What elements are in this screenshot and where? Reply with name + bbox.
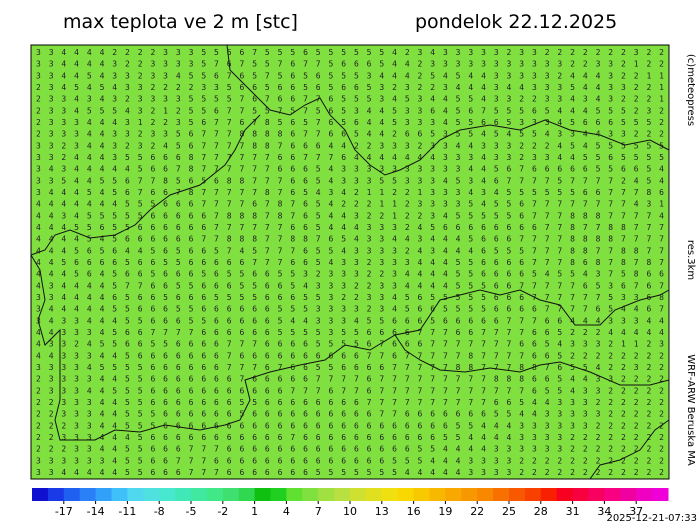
colorbar-segment	[159, 488, 176, 501]
borders	[30, 44, 670, 480]
colorbar-segment	[238, 488, 256, 501]
colorbar-segment	[509, 488, 526, 501]
colorbar-segment	[556, 488, 574, 501]
colorbar-tick-label: 37	[629, 505, 643, 518]
timestamp: 2025-12-21-07:33	[606, 513, 697, 524]
colorbar-tick-label: -17	[55, 505, 73, 518]
colorbar-tick-label: 28	[534, 505, 548, 518]
colorbar-segment	[540, 488, 558, 501]
copyright-label: (c)meteopress	[685, 54, 696, 126]
colorbar-segment	[588, 488, 605, 501]
colorbar-segment	[222, 488, 240, 501]
colorbar-segment	[381, 488, 399, 501]
colorbar-segment	[461, 488, 478, 501]
colorbar: -17 -14 -11 -8 -5 -2 1 4 7 10 13 16 19 22 25 28 31 34 37	[32, 488, 669, 518]
colorbar-segment	[477, 488, 494, 501]
map-date: pondelok 22.12.2025	[415, 11, 617, 33]
colorbar-segment	[63, 488, 81, 501]
colorbar-tick-label: 31	[566, 505, 580, 518]
colorbar-segment	[572, 488, 589, 501]
colorbar-segment	[604, 488, 621, 501]
colorbar-segment	[47, 488, 65, 501]
colorbar-tick-label: 22	[470, 505, 484, 518]
colorbar-segment	[445, 488, 462, 501]
colorbar-tick-label: 19	[438, 505, 452, 518]
colorbar-segment	[32, 488, 49, 501]
colorbar-tick-label: 4	[283, 505, 290, 518]
colorbar-segment	[318, 488, 335, 501]
colorbar-segment	[429, 488, 446, 501]
colorbar-tick-label: 10	[343, 505, 357, 518]
colorbar-segment	[143, 488, 160, 501]
colorbar-segment	[175, 488, 192, 501]
colorbar-segment	[524, 488, 542, 501]
colorbar-tick-label: 7	[315, 505, 322, 518]
colorbar-tick-label: 16	[407, 505, 421, 518]
colorbar-segment	[95, 488, 112, 501]
colorbar-tick-label: -8	[154, 505, 165, 518]
colorbar-tick-label: 34	[597, 505, 611, 518]
colorbar-tick-label: -11	[118, 505, 136, 518]
colorbar-segment	[111, 488, 128, 501]
colorbar-segment	[79, 488, 97, 501]
resolution-label: res.3km	[685, 240, 696, 280]
colorbar-segment	[127, 488, 144, 501]
colorbar-segment	[286, 488, 303, 501]
colorbar-segment	[206, 488, 224, 501]
colorbar-tick-label: -5	[186, 505, 197, 518]
colorbar-tick-label: 25	[502, 505, 516, 518]
colorbar-tick-label: 13	[375, 505, 389, 518]
colorbar-segment	[334, 488, 351, 501]
colorbar-segment	[254, 488, 271, 501]
colorbar-segment	[413, 488, 430, 501]
colorbar-segment	[620, 488, 637, 501]
colorbar-segment	[350, 488, 367, 501]
colorbar-segment	[270, 488, 287, 501]
colorbar-segment	[493, 488, 510, 501]
colorbar-segment	[365, 488, 383, 501]
colorbar-segment	[397, 488, 415, 501]
colorbar-tick-label: -2	[217, 505, 228, 518]
map-area	[30, 44, 670, 480]
colorbar-segment	[636, 488, 653, 501]
colorbar-tick-label: 1	[251, 505, 258, 518]
colorbar-segment	[302, 488, 319, 501]
colorbar-segment	[191, 488, 208, 501]
colorbar-segment	[652, 488, 669, 501]
model-label: WRF-ARW Beruska MA	[685, 354, 696, 466]
colorbar-tick-label: -14	[87, 505, 105, 518]
map-title: max teplota ve 2 m [stc]	[63, 11, 298, 33]
